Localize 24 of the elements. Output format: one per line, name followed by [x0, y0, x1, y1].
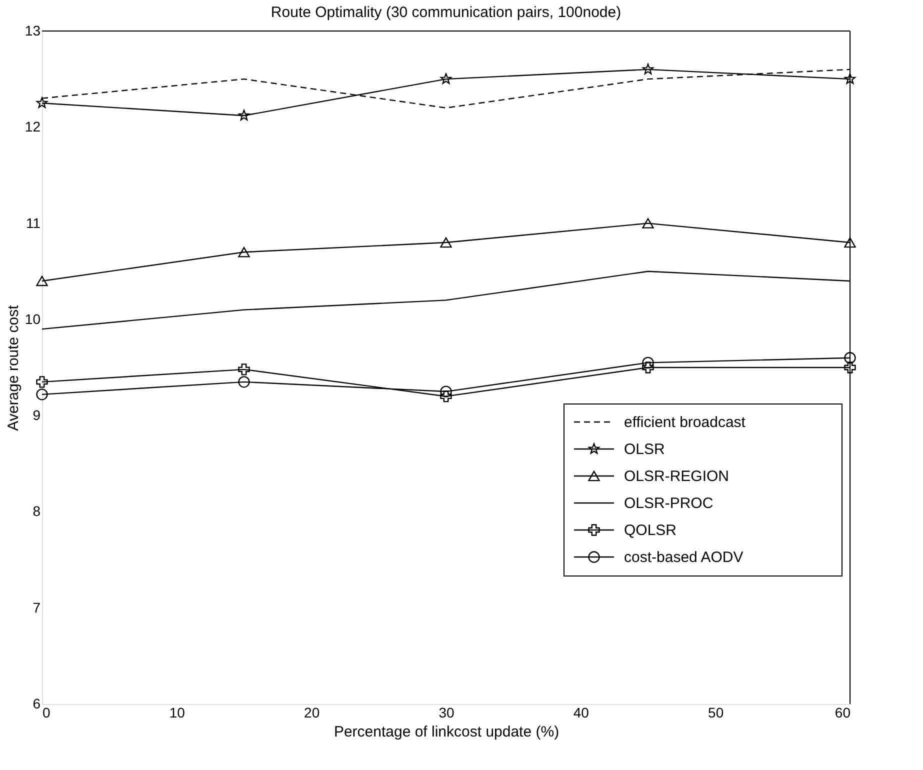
legend-label: QOLSR: [624, 522, 677, 539]
x-tick-label: 30: [438, 704, 454, 720]
y-tick-label: 9: [32, 407, 41, 424]
y-tick-label: 13: [24, 22, 41, 38]
legend-label: cost-based AODV: [624, 549, 744, 566]
y-tick-label: 10: [24, 310, 41, 327]
chart-title: Route Optimality (30 communication pairs, 100node): [270, 4, 622, 21]
legend-label: OLSR-PROC: [624, 495, 714, 512]
x-tick-label: 10: [169, 704, 186, 720]
y-tick-label: 7: [32, 599, 41, 616]
y-tick-label: 8: [32, 503, 41, 520]
legend-label: OLSR: [624, 441, 666, 458]
y-tick-label: 12: [24, 118, 41, 135]
y-tick-label: 6: [32, 696, 41, 712]
x-tick-label: 40: [573, 704, 590, 720]
x-tick-label: 0: [42, 704, 50, 720]
y-tick-label: 11: [26, 214, 41, 231]
x-tick-label: 60: [834, 704, 851, 720]
legend-label: efficient broadcast: [624, 414, 746, 431]
x-tick-label: 50: [708, 704, 724, 720]
y-axis-title: Average route cost: [4, 304, 22, 431]
legend-label: OLSR-REGION: [624, 468, 730, 485]
x-tick-label: 20: [304, 704, 320, 720]
x-axis-title: Percentage of linkcost update (%): [334, 724, 560, 740]
